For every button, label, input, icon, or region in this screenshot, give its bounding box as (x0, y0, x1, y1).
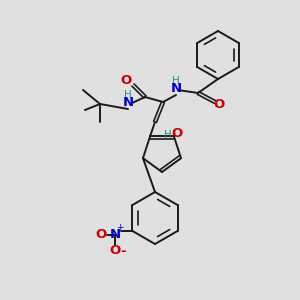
Text: H: H (172, 76, 180, 86)
Text: O: O (171, 127, 182, 140)
Text: H: H (164, 130, 172, 140)
Text: O: O (120, 74, 132, 88)
Text: O: O (213, 98, 225, 112)
Text: O: O (95, 229, 106, 242)
Text: N: N (110, 229, 121, 242)
Text: -: - (120, 244, 126, 257)
Text: O: O (110, 244, 121, 257)
Text: H: H (124, 90, 132, 100)
Text: +: + (116, 224, 124, 232)
Text: N: N (170, 82, 182, 95)
Text: N: N (122, 97, 134, 110)
